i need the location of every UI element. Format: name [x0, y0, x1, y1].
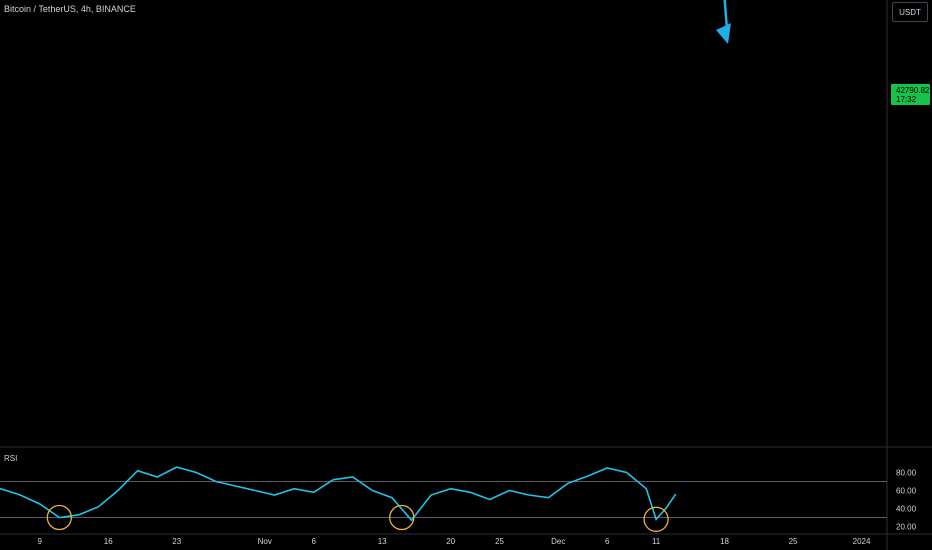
- rsi-pane-label: RSI: [4, 454, 18, 463]
- rsi-line: [0, 466, 677, 522]
- chart-title: Bitcoin / TetherUS, 4h, BINANCE: [4, 4, 136, 14]
- time-tick-label: 16: [104, 537, 113, 546]
- time-tick-label: 11: [652, 537, 661, 546]
- time-tick-label: 25: [789, 537, 798, 546]
- rsi-oversold-circle: [643, 506, 669, 532]
- time-tick-label: 6: [311, 537, 316, 546]
- time-tick-label: 25: [495, 537, 504, 546]
- time-tick-label: 9: [38, 537, 43, 546]
- time-tick-label: 6: [605, 537, 610, 546]
- time-tick-label: Dec: [551, 537, 565, 546]
- projection-arrow-head: [716, 23, 731, 44]
- time-tick-label: 23: [172, 537, 181, 546]
- last-price-badge: [891, 84, 930, 105]
- currency-selector[interactable]: USDT: [892, 2, 928, 22]
- rsi-tick-label: 40.00: [896, 505, 917, 514]
- rsi-tick-label: 60.00: [896, 487, 917, 496]
- time-tick-label: Nov: [258, 537, 272, 546]
- rsi-oversold-circle: [46, 504, 72, 531]
- last-price-label: 42790.82: [896, 86, 930, 95]
- rsi-oversold-circle: [389, 504, 415, 531]
- countdown-label: 17:32: [896, 95, 917, 104]
- time-tick-label: 2024: [853, 537, 871, 546]
- rsi-tick-label: 20.00: [896, 523, 917, 532]
- time-tick-label: 20: [446, 537, 455, 546]
- time-tick-label: 18: [720, 537, 729, 546]
- time-tick-label: 13: [378, 537, 387, 546]
- projection-arrow-line: [723, 0, 729, 31]
- rsi-tick-label: 80.00: [896, 469, 917, 478]
